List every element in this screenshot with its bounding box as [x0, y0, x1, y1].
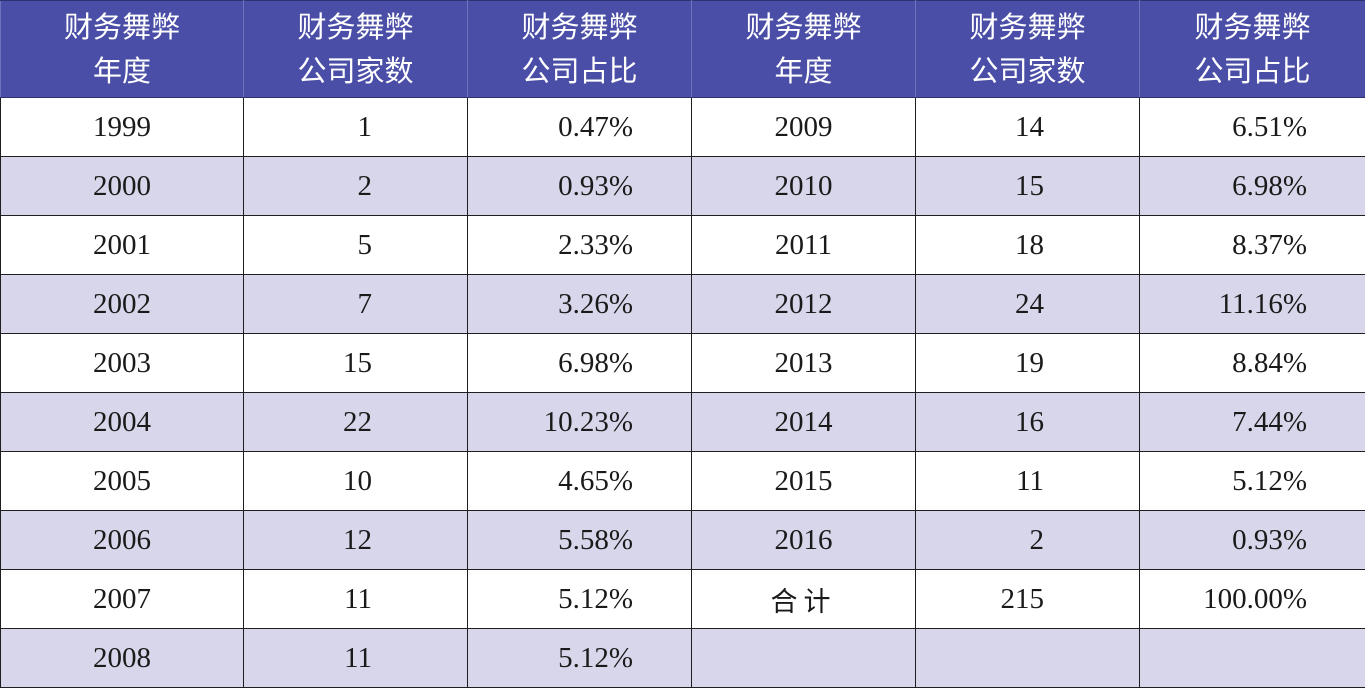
year-cell: 2011 — [692, 216, 916, 275]
header-line2: 公司家数 — [916, 49, 1139, 93]
table-body: 1999 1 0.47% 2009 14 6.51% 2000 2 0.93% … — [1, 98, 1365, 688]
header-line1: 财务舞弊 — [468, 5, 691, 49]
header-line1: 财务舞弊 — [244, 5, 467, 49]
year-cell: 2002 — [1, 275, 244, 334]
header-row: 财务舞弊 年度 财务舞弊 公司家数 财务舞弊 公司占比 财务舞弊 年度 财务舞弊… — [1, 1, 1365, 98]
year-cell: 2015 — [692, 452, 916, 511]
ratio-cell: 0.93% — [468, 157, 692, 216]
ratio-cell: 3.26% — [468, 275, 692, 334]
year-cell: 2005 — [1, 452, 244, 511]
table-row: 2002 7 3.26% 2012 24 11.16% — [1, 275, 1365, 334]
year-cell: 2000 — [1, 157, 244, 216]
table-row: 1999 1 0.47% 2009 14 6.51% — [1, 98, 1365, 157]
count-cell: 11 — [916, 452, 1140, 511]
header-year-right: 财务舞弊 年度 — [692, 1, 916, 98]
count-cell: 16 — [916, 393, 1140, 452]
year-cell: 2003 — [1, 334, 244, 393]
table-header: 财务舞弊 年度 财务舞弊 公司家数 财务舞弊 公司占比 财务舞弊 年度 财务舞弊… — [1, 1, 1365, 98]
total-count-cell: 215 — [916, 570, 1140, 629]
ratio-cell: 11.16% — [1140, 275, 1365, 334]
ratio-cell: 5.12% — [468, 629, 692, 688]
count-cell: 5 — [244, 216, 468, 275]
year-cell: 1999 — [1, 98, 244, 157]
count-cell: 2 — [244, 157, 468, 216]
table-row: 2007 11 5.12% 合计 215 100.00% — [1, 570, 1365, 629]
count-cell: 14 — [916, 98, 1140, 157]
table-row: 2005 10 4.65% 2015 11 5.12% — [1, 452, 1365, 511]
ratio-cell: 6.98% — [468, 334, 692, 393]
count-cell: 15 — [916, 157, 1140, 216]
ratio-cell: 10.23% — [468, 393, 692, 452]
year-cell: 2006 — [1, 511, 244, 570]
header-line2: 公司占比 — [468, 49, 691, 93]
year-cell: 2010 — [692, 157, 916, 216]
ratio-cell: 5.12% — [468, 570, 692, 629]
count-cell: 11 — [244, 629, 468, 688]
count-cell: 2 — [916, 511, 1140, 570]
ratio-cell: 7.44% — [1140, 393, 1365, 452]
table-row: 2006 12 5.58% 2016 2 0.93% — [1, 511, 1365, 570]
count-cell: 12 — [244, 511, 468, 570]
empty-cell — [1140, 629, 1365, 688]
year-cell: 2012 — [692, 275, 916, 334]
ratio-cell: 0.93% — [1140, 511, 1365, 570]
ratio-cell: 8.37% — [1140, 216, 1365, 275]
header-year-left: 财务舞弊 年度 — [1, 1, 244, 98]
empty-cell — [916, 629, 1140, 688]
ratio-cell: 0.47% — [468, 98, 692, 157]
header-line1: 财务舞弊 — [692, 5, 915, 49]
year-cell: 2014 — [692, 393, 916, 452]
year-cell: 2013 — [692, 334, 916, 393]
table-row: 2001 5 2.33% 2011 18 8.37% — [1, 216, 1365, 275]
year-cell: 2004 — [1, 393, 244, 452]
year-cell: 2009 — [692, 98, 916, 157]
year-cell: 2008 — [1, 629, 244, 688]
ratio-cell: 6.98% — [1140, 157, 1365, 216]
header-line2: 公司占比 — [1140, 49, 1365, 93]
count-cell: 11 — [244, 570, 468, 629]
count-cell: 15 — [244, 334, 468, 393]
count-cell: 18 — [916, 216, 1140, 275]
header-count-left: 财务舞弊 公司家数 — [244, 1, 468, 98]
ratio-cell: 5.58% — [468, 511, 692, 570]
total-ratio-cell: 100.00% — [1140, 570, 1365, 629]
ratio-cell: 8.84% — [1140, 334, 1365, 393]
count-cell: 1 — [244, 98, 468, 157]
empty-cell — [692, 629, 916, 688]
header-ratio-right: 财务舞弊 公司占比 — [1140, 1, 1365, 98]
header-line1: 财务舞弊 — [1, 5, 243, 49]
header-line1: 财务舞弊 — [1140, 5, 1365, 49]
table-row: 2004 22 10.23% 2014 16 7.44% — [1, 393, 1365, 452]
count-cell: 22 — [244, 393, 468, 452]
table-row: 2000 2 0.93% 2010 15 6.98% — [1, 157, 1365, 216]
year-cell: 2001 — [1, 216, 244, 275]
ratio-cell: 6.51% — [1140, 98, 1365, 157]
header-line1: 财务舞弊 — [916, 5, 1139, 49]
header-count-right: 财务舞弊 公司家数 — [916, 1, 1140, 98]
count-cell: 24 — [916, 275, 1140, 334]
count-cell: 19 — [916, 334, 1140, 393]
table-row: 2003 15 6.98% 2013 19 8.84% — [1, 334, 1365, 393]
year-cell: 2016 — [692, 511, 916, 570]
year-cell: 2007 — [1, 570, 244, 629]
count-cell: 7 — [244, 275, 468, 334]
header-line2: 年度 — [1, 49, 243, 93]
total-label-cell: 合计 — [692, 570, 916, 629]
header-line2: 年度 — [692, 49, 915, 93]
table-row: 2008 11 5.12% — [1, 629, 1365, 688]
ratio-cell: 5.12% — [1140, 452, 1365, 511]
count-cell: 10 — [244, 452, 468, 511]
ratio-cell: 4.65% — [468, 452, 692, 511]
header-line2: 公司家数 — [244, 49, 467, 93]
header-ratio-left: 财务舞弊 公司占比 — [468, 1, 692, 98]
ratio-cell: 2.33% — [468, 216, 692, 275]
